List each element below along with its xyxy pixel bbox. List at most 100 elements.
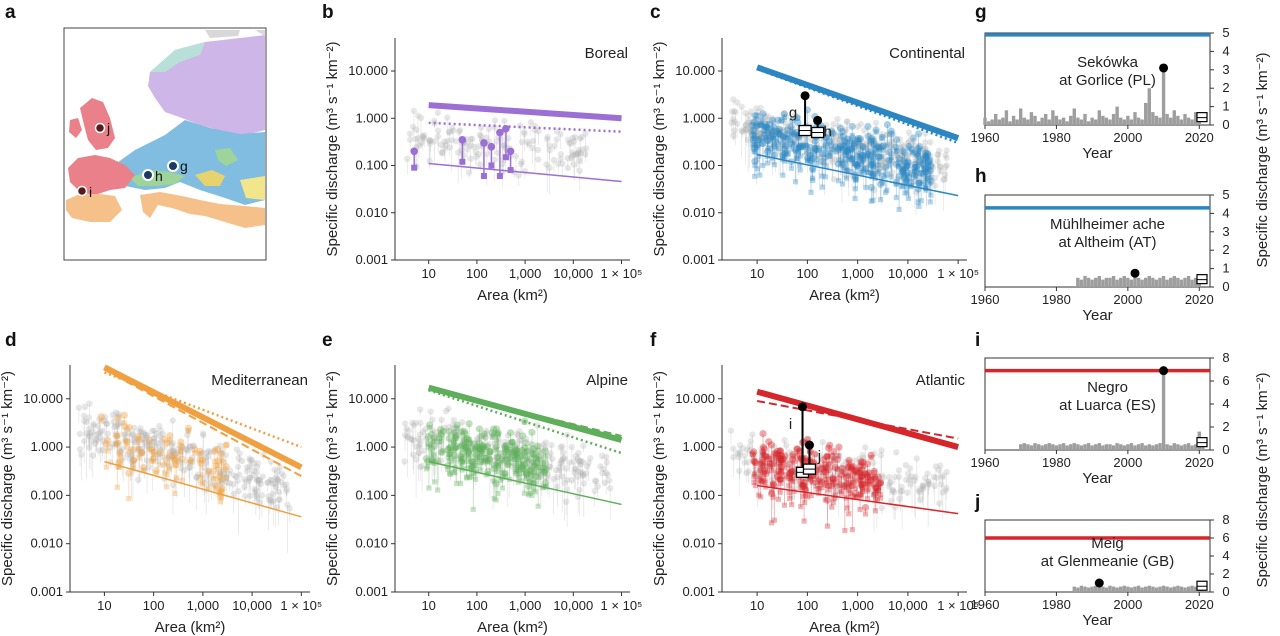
- station-min-point: [802, 142, 808, 148]
- station-min-point: [431, 452, 437, 458]
- station-min-point: [780, 136, 787, 142]
- station-max-point: [114, 414, 122, 422]
- gray-point: [112, 441, 120, 448]
- station-min-point: [192, 450, 198, 456]
- gray-point: [827, 140, 835, 147]
- station-min-point: [426, 424, 433, 431]
- gray-point: [787, 126, 795, 133]
- station-min-point: [903, 178, 909, 184]
- station-max-point: [871, 484, 880, 492]
- station-min-point: [871, 150, 877, 156]
- station-max-point: [774, 447, 782, 455]
- y-tick-label: 0.100: [682, 158, 715, 173]
- plot-frame: [984, 194, 1211, 288]
- station-max-point: [835, 475, 843, 483]
- station-max-point: [177, 442, 185, 450]
- gray-point: [431, 117, 438, 125]
- station-min-point: [857, 169, 863, 175]
- station-max-point: [851, 159, 859, 167]
- station-min-point: [778, 480, 784, 486]
- gray-point: [283, 481, 290, 488]
- gray-point: [211, 445, 219, 453]
- station-max-point: [523, 447, 531, 456]
- station-min-point: [840, 159, 846, 165]
- station-max-point: [867, 137, 875, 146]
- y-tick-label: 0.100: [355, 487, 388, 502]
- gray-point: [572, 466, 579, 473]
- gray-point: [461, 442, 469, 450]
- gray-point: [825, 153, 833, 160]
- gray-point: [856, 144, 864, 152]
- station-max-point: [926, 156, 934, 164]
- station-min-point: [771, 162, 778, 168]
- station-max-point: [757, 460, 765, 468]
- gray-point: [492, 460, 500, 468]
- station-max-point: [916, 143, 924, 151]
- gray-point: [445, 405, 452, 412]
- bar-year-1969: [1015, 119, 1019, 125]
- bar-year-2001: [1129, 279, 1134, 287]
- station-max-point: [856, 159, 864, 167]
- station-max-point: [871, 474, 879, 482]
- gray-point: [425, 136, 433, 144]
- bars: [1019, 370, 1205, 450]
- gray-point: [738, 103, 745, 110]
- station-min-point: [527, 479, 533, 485]
- gray-point: [910, 137, 918, 144]
- gray-point: [876, 146, 884, 153]
- bar-year-1979: [1051, 110, 1055, 125]
- station-min-point: [166, 466, 173, 472]
- y-tick-label: 10.000: [675, 391, 715, 406]
- station-max-point: [859, 142, 867, 151]
- gray-point: [416, 443, 423, 451]
- station-max-point: [147, 445, 155, 453]
- station-min-point: [875, 487, 881, 494]
- gray-point: [274, 476, 281, 483]
- gray-point: [910, 171, 917, 178]
- station-max-point: [538, 459, 547, 467]
- station-min-point: [478, 451, 484, 457]
- gray-point: [86, 432, 93, 439]
- station-max-point: [458, 450, 466, 458]
- gray-point: [775, 147, 783, 155]
- station-min-point: [888, 154, 894, 161]
- gray-point: [915, 487, 923, 495]
- gray-point: [204, 470, 212, 477]
- station-min-point: [761, 131, 767, 137]
- station-min-point: [466, 437, 472, 443]
- station-min-point: [530, 460, 537, 466]
- bar-year-1989: [1086, 443, 1091, 450]
- gray-point: [834, 147, 841, 154]
- gray-point: [913, 143, 920, 150]
- bar-year-1993: [1101, 586, 1105, 592]
- gray-point: [824, 489, 831, 496]
- bar-year-1997: [1115, 279, 1119, 287]
- station-min-point: [223, 442, 229, 448]
- gray-point: [196, 451, 203, 458]
- gray-point: [576, 167, 583, 175]
- gray-point: [205, 467, 213, 475]
- regional-points: [97, 411, 230, 505]
- gray-point: [270, 498, 277, 505]
- station-max-point: [533, 442, 541, 450]
- station-max-point: [511, 460, 519, 468]
- station-min-point: [763, 124, 770, 131]
- gray-point: [532, 455, 540, 462]
- x-tick-label: 2020: [1185, 130, 1214, 145]
- station-max-point: [875, 153, 883, 161]
- gray-point: [446, 444, 453, 451]
- bar-year-1970: [1019, 108, 1023, 125]
- station-min-point: [758, 122, 764, 129]
- station-min-point: [852, 177, 859, 183]
- gray-point: [905, 138, 913, 145]
- gray-point: [482, 434, 489, 441]
- station-min-point: [849, 146, 855, 153]
- station-min-point: [920, 170, 926, 176]
- gray-point: [478, 448, 485, 455]
- bar-year-1962: [990, 119, 994, 125]
- bar-year-1992: [1097, 443, 1101, 450]
- bar-year-1986: [1076, 444, 1080, 450]
- station-min-point: [920, 166, 927, 172]
- station-max-point: [822, 141, 830, 149]
- bar-year-1974: [1033, 115, 1037, 125]
